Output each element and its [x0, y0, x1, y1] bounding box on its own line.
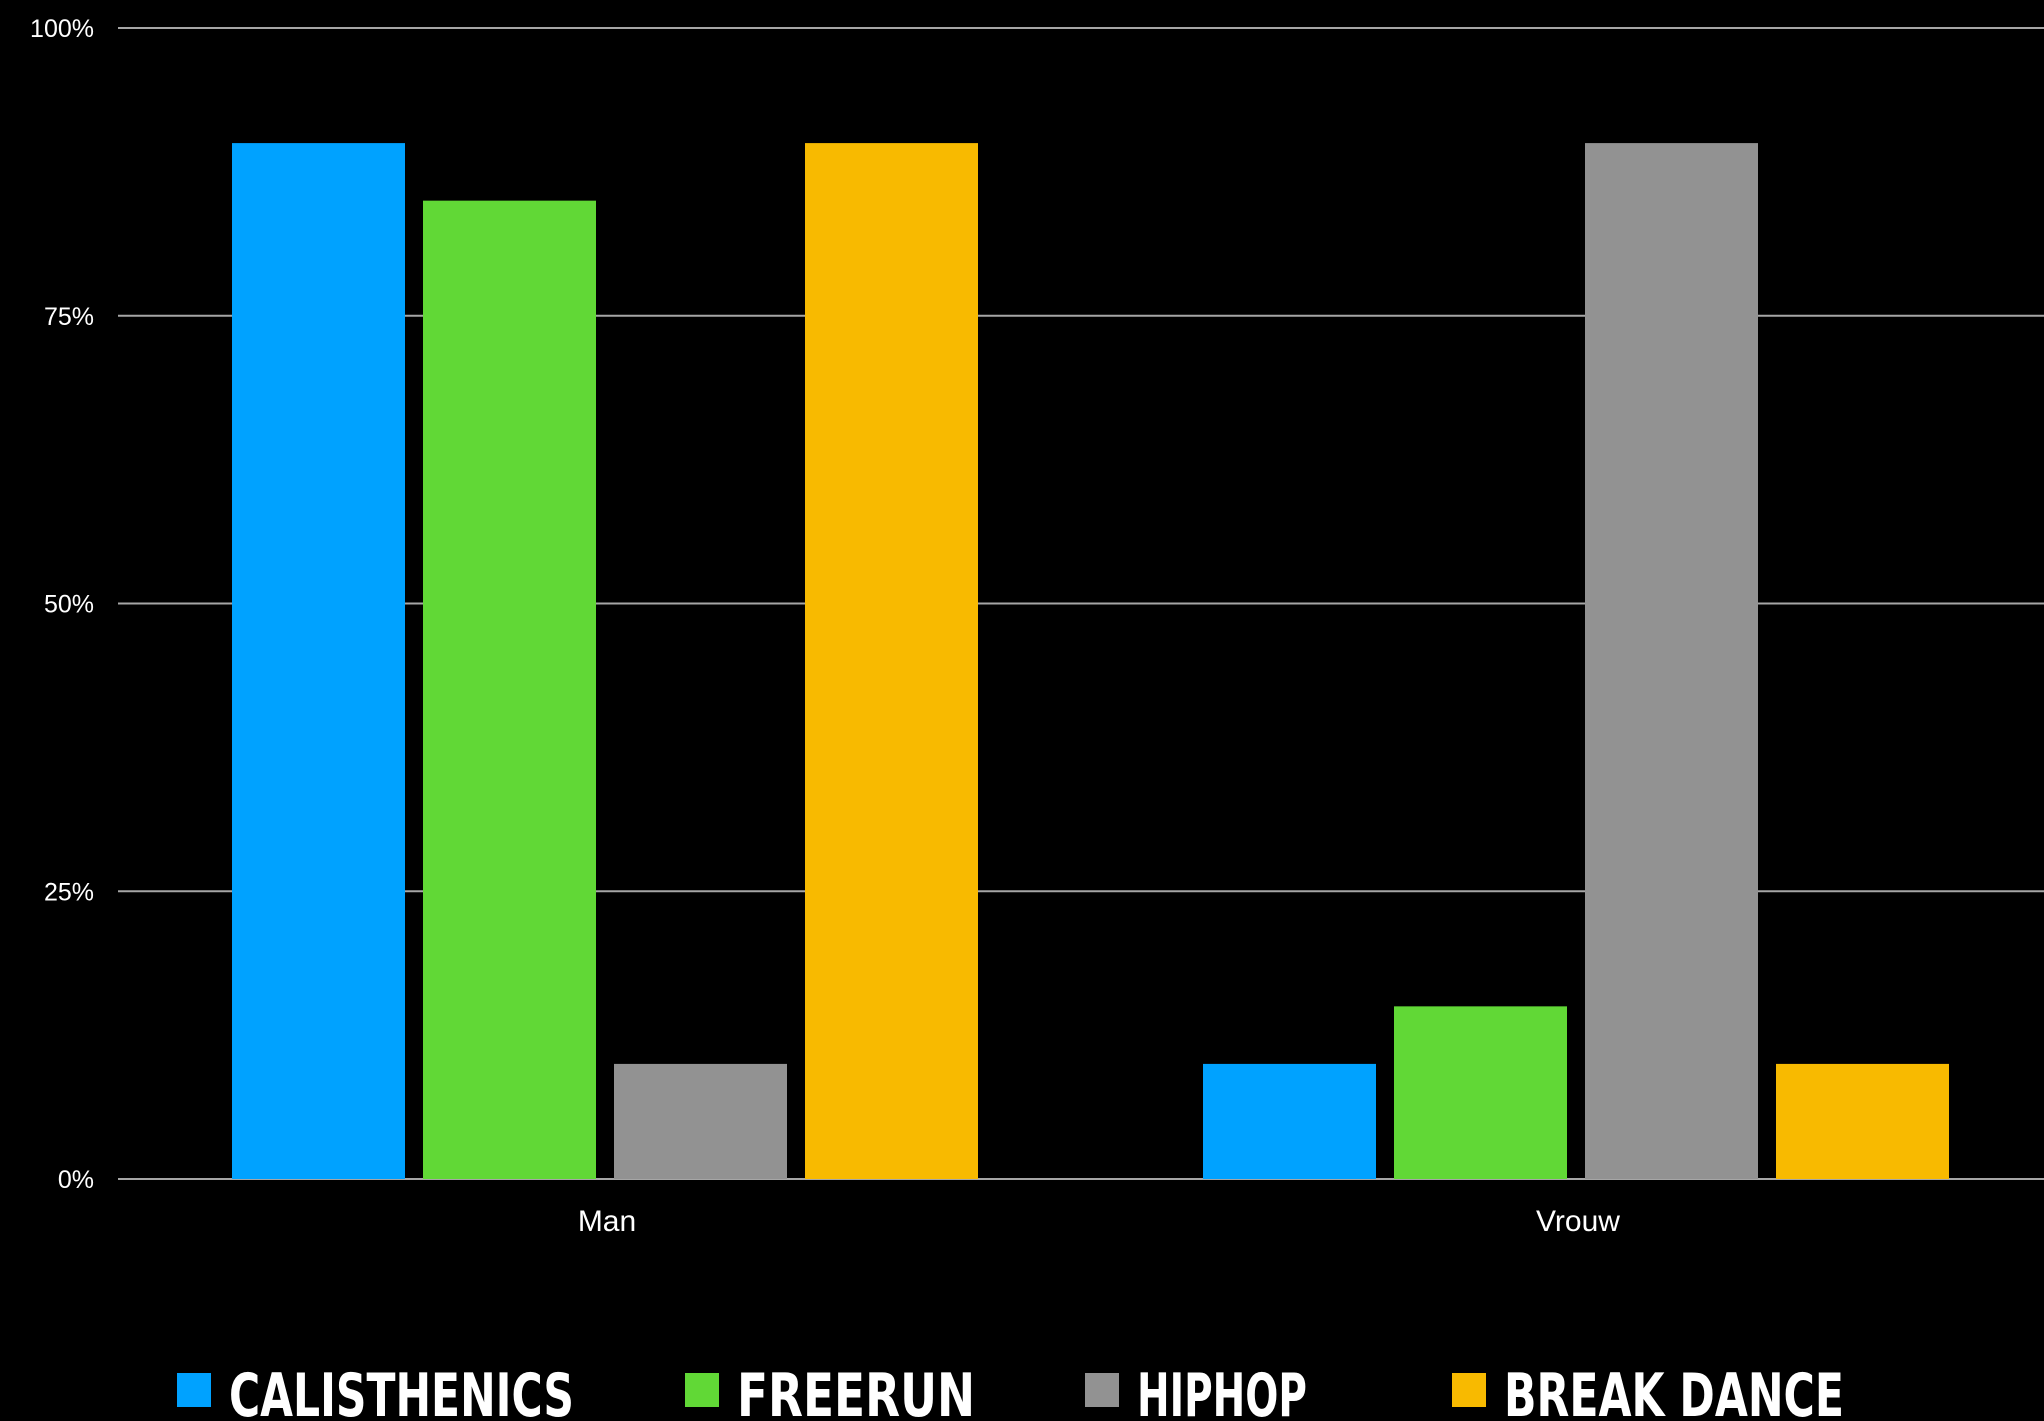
bar-man-freerun	[423, 200, 596, 1179]
y-tick-label: 0%	[58, 1166, 94, 1194]
bar-man-hiphop	[614, 1063, 787, 1179]
bar-man-calisthenics	[232, 143, 405, 1180]
bar-vrouw-freerun	[1394, 1006, 1567, 1179]
legend-label: FREERUN	[737, 1361, 975, 1421]
legend-swatch	[685, 1373, 719, 1407]
legend-label: BREAK DANCE	[1504, 1361, 1844, 1421]
x-category-label: Vrouw	[1536, 1205, 1620, 1238]
bar-man-break-dance	[805, 143, 978, 1180]
legend-swatch	[1085, 1373, 1119, 1407]
bar-vrouw-hiphop	[1585, 143, 1758, 1180]
y-tick-label: 100%	[30, 15, 94, 43]
bars	[232, 143, 1949, 1180]
legend-label: HIPHOP	[1137, 1361, 1307, 1421]
legend-swatch	[1452, 1373, 1486, 1407]
x-axis-category-labels: Man Vrouw	[578, 1205, 1620, 1238]
legend: CALISTHENICS FREERUN HIPHOP BREAK DANCE	[177, 1361, 1844, 1421]
legend-swatch	[177, 1373, 211, 1407]
bar-vrouw-break-dance	[1776, 1063, 1949, 1179]
legend-label: CALISTHENICS	[229, 1361, 574, 1421]
x-category-label: Man	[578, 1205, 636, 1238]
bar-vrouw-calisthenics	[1203, 1063, 1376, 1179]
y-tick-label: 25%	[44, 878, 94, 906]
y-tick-label: 75%	[44, 303, 94, 331]
y-tick-label: 50%	[44, 591, 94, 619]
y-axis-tick-labels: 0% 25% 50% 75% 100%	[30, 15, 94, 1194]
